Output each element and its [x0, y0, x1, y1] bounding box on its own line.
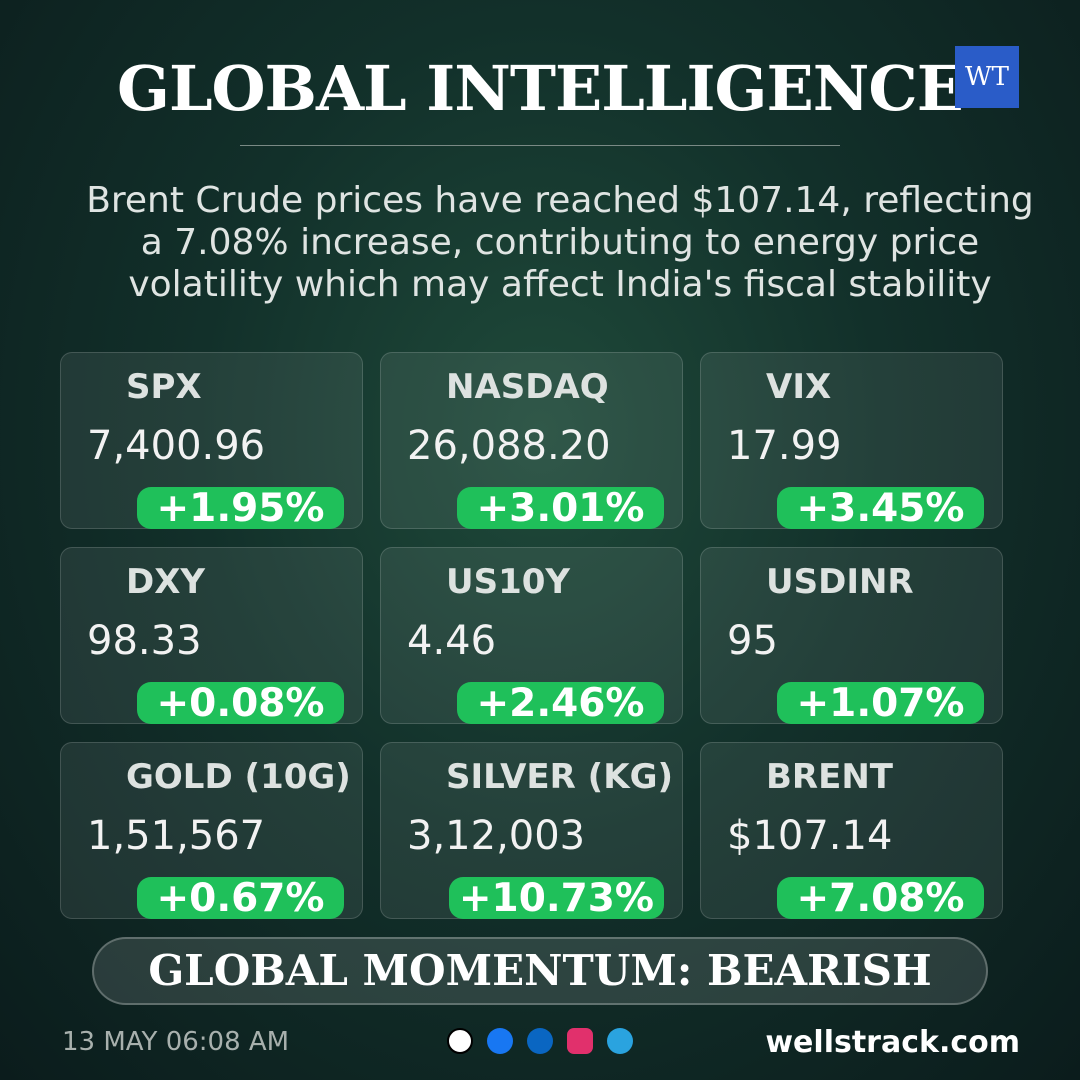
logo: WT: [955, 46, 1019, 108]
market-card: DXY 98.33 +0.08%: [60, 547, 363, 726]
card-change: +2.46%: [457, 682, 664, 726]
x-icon[interactable]: [447, 1028, 473, 1054]
market-card: SILVER (KG) 3,12,003 +10.73%: [380, 742, 683, 921]
card-value: 3,12,003: [407, 813, 586, 859]
card-value: 7,400.96: [87, 423, 266, 469]
market-card: US10Y 4.46 +2.46%: [380, 547, 683, 726]
instagram-icon[interactable]: [567, 1028, 593, 1054]
website[interactable]: wellstrack.com: [765, 1025, 1020, 1060]
market-card: VIX 17.99 +3.45%: [700, 352, 1003, 531]
card-change: +0.67%: [137, 877, 344, 921]
card-value: 1,51,567: [87, 813, 266, 859]
market-card: NASDAQ 26,088.20 +3.01%: [380, 352, 683, 531]
card-value: 17.99: [727, 423, 842, 469]
card-value: $107.14: [727, 813, 893, 859]
market-card: BRENT $107.14 +7.08%: [700, 742, 1003, 921]
card-label: USDINR: [766, 562, 914, 602]
card-change: +7.08%: [777, 877, 984, 921]
card-change: +0.08%: [137, 682, 344, 726]
card-value: 4.46: [407, 618, 497, 664]
summary-line: volatility which may affect India's fisc…: [128, 264, 992, 305]
card-label: DXY: [126, 562, 206, 602]
card-label: US10Y: [446, 562, 571, 602]
timestamp: 13 MAY 06:08 AM: [62, 1027, 290, 1057]
card-value: 98.33: [87, 618, 202, 664]
title: GLOBAL INTELLIGENCE: [117, 52, 964, 125]
card-label: GOLD (10G): [126, 757, 351, 797]
card-label: SPX: [126, 367, 202, 407]
linkedin-icon[interactable]: [527, 1028, 553, 1054]
summary-line: Brent Crude prices have reached $107.14,…: [86, 180, 1034, 221]
card-change: +3.01%: [457, 487, 664, 531]
market-card: GOLD (10G) 1,51,567 +0.67%: [60, 742, 363, 921]
card-label: NASDAQ: [446, 367, 609, 407]
card-value: 95: [727, 618, 778, 664]
market-card: USDINR 95 +1.07%: [700, 547, 1003, 726]
card-label: BRENT: [766, 757, 893, 797]
telegram-icon[interactable]: [607, 1028, 633, 1054]
summary-line: a 7.08% increase, contributing to energy…: [140, 222, 980, 263]
card-value: 26,088.20: [407, 423, 611, 469]
card-change: +1.95%: [137, 487, 344, 531]
market-card: SPX 7,400.96 +1.95%: [60, 352, 363, 531]
card-change: +1.07%: [777, 682, 984, 726]
card-change: +10.73%: [448, 877, 664, 921]
divider: [240, 145, 840, 146]
facebook-icon[interactable]: [487, 1028, 513, 1054]
card-label: VIX: [766, 367, 832, 407]
momentum-banner: GLOBAL MOMENTUM: BEARISH: [92, 937, 988, 1005]
card-label: SILVER (KG): [446, 757, 674, 797]
card-change: +3.45%: [777, 487, 984, 531]
